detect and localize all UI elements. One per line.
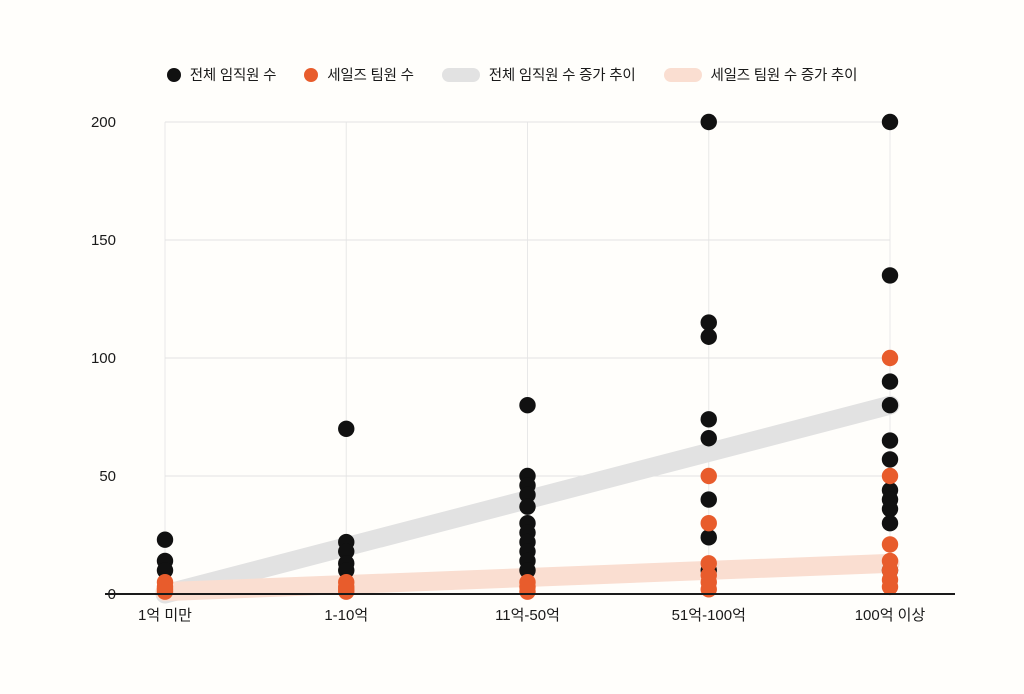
x-tick-label: 1-10억 — [324, 607, 368, 624]
y-tick-label: 100 — [91, 350, 116, 367]
legend-label: 세일즈 팀원 수 — [327, 68, 414, 84]
legend-item-total-trend: 전체 임직원 수 증가 추이 — [441, 64, 636, 85]
data-point-total — [881, 373, 899, 390]
data-point-sales — [881, 578, 899, 596]
x-tick-label: 1억 미만 — [138, 607, 192, 624]
data-point-sales — [881, 349, 899, 367]
legend-dot-icon — [304, 67, 319, 82]
data-point-total — [519, 562, 536, 579]
data-point-total — [156, 562, 174, 579]
data-point-total — [338, 420, 355, 437]
legend-item-sales-trend: 세일즈 팀원 수 증가 추이 — [663, 64, 858, 85]
y-tick-label: 150 — [91, 232, 116, 249]
data-point-total — [156, 531, 174, 548]
data-point-total — [519, 397, 536, 414]
data-point-total — [881, 397, 899, 414]
data-point-total — [338, 543, 355, 560]
data-point-total — [700, 491, 717, 508]
data-point-total — [881, 451, 899, 468]
legend-dot-icon — [166, 67, 181, 82]
data-point-total — [881, 515, 899, 532]
legend-label: 전체 임직원 수 증가 추이 — [488, 68, 636, 84]
data-point-sales — [881, 467, 899, 485]
legend-label: 세일즈 팀원 수 증가 추이 — [710, 68, 858, 84]
x-tick-label: 51억-100억 — [672, 607, 746, 624]
data-point-sales — [519, 583, 536, 600]
data-point-sales — [700, 515, 717, 532]
data-point-sales — [700, 581, 717, 598]
data-point-total — [881, 500, 899, 518]
data-point-total — [700, 411, 717, 428]
data-point-total — [700, 529, 717, 546]
data-point-total — [700, 328, 717, 345]
data-point-total — [700, 430, 717, 447]
legend-item-total-employees: 전체 임직원 수 — [166, 64, 277, 85]
legend-label: 전체 임직원 수 — [189, 68, 277, 84]
data-point-sales — [338, 583, 355, 600]
data-point-total — [881, 432, 899, 449]
x-tick-label: 11억-50억 — [495, 607, 560, 624]
data-point-sales — [700, 467, 717, 485]
legend-pill-icon — [663, 67, 702, 82]
chart-legend: 전체 임직원 수 세일즈 팀원 수 전체 임직원 수 증가 추이 세일즈 팀원 … — [0, 64, 1024, 85]
data-point-sales — [881, 536, 899, 553]
legend-pill-icon — [441, 67, 480, 82]
data-point-total — [881, 113, 899, 131]
data-point-total — [338, 562, 355, 579]
data-point-sales — [156, 583, 174, 600]
y-tick-label: 200 — [91, 114, 116, 131]
data-point-total — [700, 113, 717, 131]
x-tick-label: 100억 이상 — [855, 607, 926, 624]
data-point-total — [881, 267, 899, 284]
y-tick-label: 0 — [108, 586, 116, 603]
legend-item-sales-team: 세일즈 팀원 수 — [304, 64, 414, 85]
y-tick-label: 50 — [99, 468, 116, 485]
data-point-sales — [700, 555, 717, 572]
data-point-total — [519, 486, 536, 504]
data-point-total — [700, 314, 717, 331]
data-point-total — [519, 498, 536, 515]
